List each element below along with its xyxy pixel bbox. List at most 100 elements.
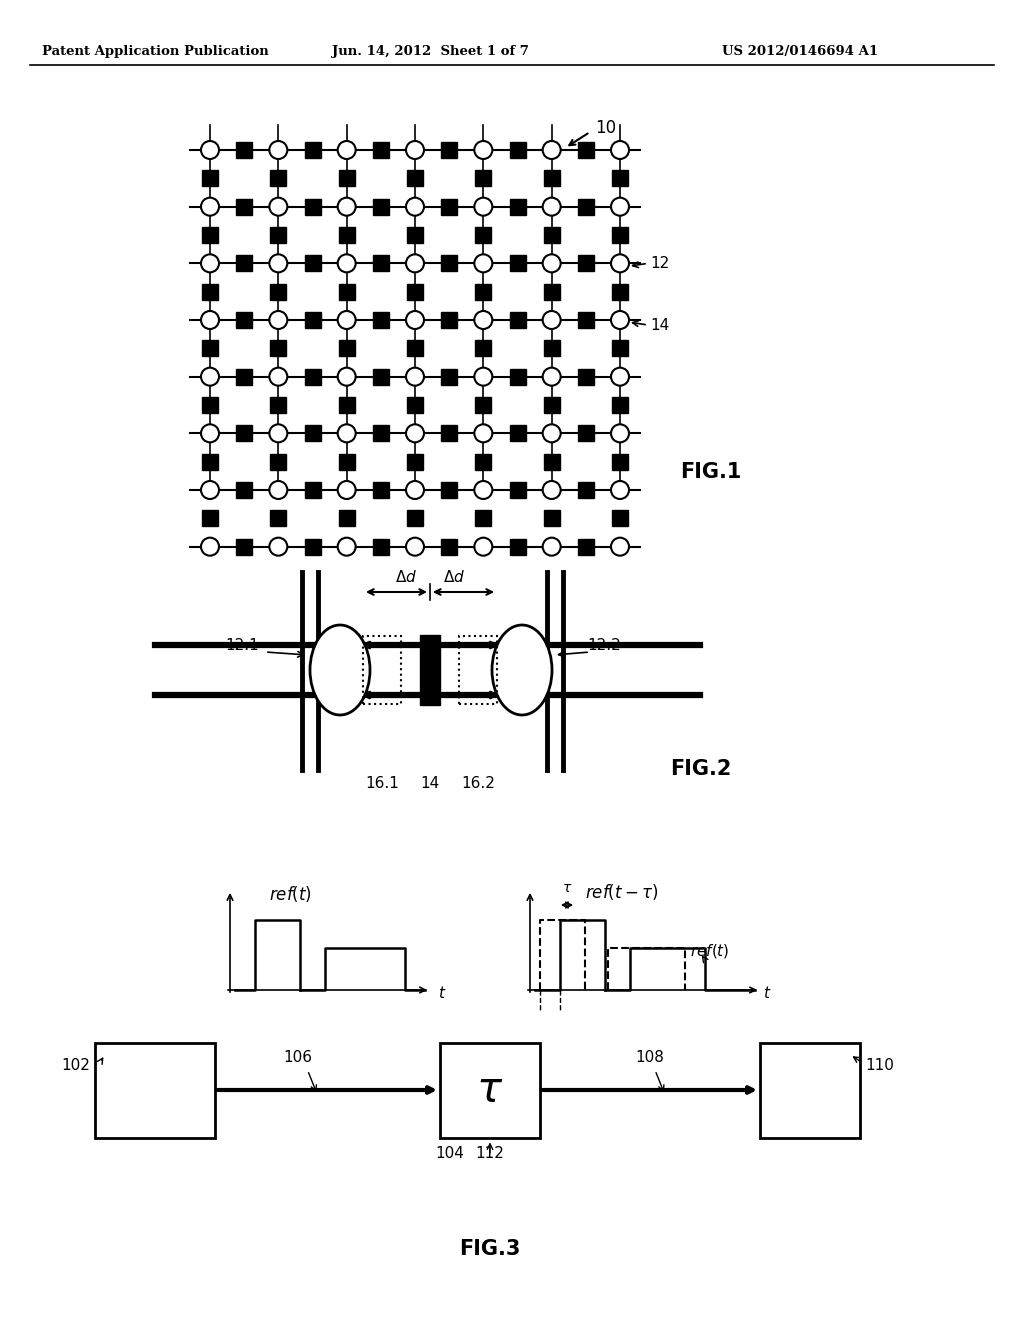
Bar bbox=[202, 170, 218, 186]
Ellipse shape bbox=[310, 624, 370, 715]
Bar bbox=[578, 368, 594, 384]
Bar bbox=[339, 511, 354, 527]
Circle shape bbox=[338, 480, 355, 499]
Text: $t$: $t$ bbox=[763, 985, 771, 1001]
Circle shape bbox=[338, 312, 355, 329]
Bar bbox=[578, 143, 594, 158]
Circle shape bbox=[269, 141, 288, 158]
Bar bbox=[441, 368, 457, 384]
Bar bbox=[544, 170, 560, 186]
Text: 106: 106 bbox=[283, 1049, 312, 1065]
Bar bbox=[612, 511, 628, 527]
Text: 16.1: 16.1 bbox=[366, 776, 399, 791]
Circle shape bbox=[269, 312, 288, 329]
Circle shape bbox=[338, 255, 355, 272]
Circle shape bbox=[611, 424, 629, 442]
Text: FIG.1: FIG.1 bbox=[680, 462, 741, 482]
Circle shape bbox=[406, 255, 424, 272]
Bar bbox=[270, 397, 287, 413]
Bar bbox=[544, 454, 560, 470]
Circle shape bbox=[474, 480, 493, 499]
Circle shape bbox=[269, 480, 288, 499]
Bar bbox=[578, 312, 594, 327]
Bar bbox=[362, 636, 401, 704]
Circle shape bbox=[201, 141, 219, 158]
Bar bbox=[440, 1043, 540, 1138]
Circle shape bbox=[543, 312, 561, 329]
Circle shape bbox=[474, 198, 493, 215]
Circle shape bbox=[201, 368, 219, 385]
Circle shape bbox=[406, 537, 424, 556]
Bar bbox=[304, 539, 321, 554]
Ellipse shape bbox=[492, 624, 552, 715]
Bar bbox=[202, 227, 218, 243]
Bar bbox=[407, 511, 423, 527]
Text: 102: 102 bbox=[61, 1057, 90, 1072]
Text: $\Delta d$: $\Delta d$ bbox=[395, 569, 417, 585]
Bar bbox=[420, 635, 440, 705]
Circle shape bbox=[406, 141, 424, 158]
Circle shape bbox=[201, 255, 219, 272]
Bar bbox=[237, 199, 252, 215]
Bar bbox=[578, 199, 594, 215]
Circle shape bbox=[406, 480, 424, 499]
Text: 14: 14 bbox=[421, 776, 439, 791]
Text: 10: 10 bbox=[595, 119, 616, 137]
Circle shape bbox=[611, 312, 629, 329]
Bar bbox=[373, 312, 389, 327]
Bar bbox=[339, 227, 354, 243]
Bar bbox=[237, 539, 252, 554]
Circle shape bbox=[269, 424, 288, 442]
Bar bbox=[475, 227, 492, 243]
Bar bbox=[237, 143, 252, 158]
Bar bbox=[441, 482, 457, 498]
Bar bbox=[510, 255, 525, 272]
Circle shape bbox=[474, 255, 493, 272]
Text: FIG.2: FIG.2 bbox=[670, 759, 731, 779]
Bar bbox=[270, 341, 287, 356]
Bar bbox=[270, 454, 287, 470]
Bar bbox=[202, 284, 218, 300]
Bar bbox=[612, 284, 628, 300]
Bar bbox=[475, 170, 492, 186]
Circle shape bbox=[406, 424, 424, 442]
Bar bbox=[612, 397, 628, 413]
Bar bbox=[373, 143, 389, 158]
Circle shape bbox=[611, 480, 629, 499]
Circle shape bbox=[201, 312, 219, 329]
Circle shape bbox=[474, 424, 493, 442]
Circle shape bbox=[474, 368, 493, 385]
Bar bbox=[304, 143, 321, 158]
Bar bbox=[578, 482, 594, 498]
Circle shape bbox=[201, 480, 219, 499]
Bar bbox=[304, 255, 321, 272]
Text: $ref(t)$: $ref(t)$ bbox=[690, 941, 729, 960]
Bar bbox=[202, 341, 218, 356]
Bar bbox=[270, 227, 287, 243]
Circle shape bbox=[611, 198, 629, 215]
Bar bbox=[304, 482, 321, 498]
Bar bbox=[237, 368, 252, 384]
Circle shape bbox=[338, 424, 355, 442]
Circle shape bbox=[406, 198, 424, 215]
Bar bbox=[95, 1043, 215, 1138]
Bar bbox=[578, 425, 594, 441]
Bar bbox=[612, 341, 628, 356]
Bar bbox=[373, 255, 389, 272]
Bar bbox=[202, 511, 218, 527]
Circle shape bbox=[543, 480, 561, 499]
Text: Jun. 14, 2012  Sheet 1 of 7: Jun. 14, 2012 Sheet 1 of 7 bbox=[332, 45, 528, 58]
Bar bbox=[304, 199, 321, 215]
Bar bbox=[510, 199, 525, 215]
Bar bbox=[441, 539, 457, 554]
Circle shape bbox=[201, 537, 219, 556]
Bar bbox=[339, 397, 354, 413]
Bar bbox=[270, 170, 287, 186]
Bar bbox=[475, 454, 492, 470]
Text: 104: 104 bbox=[435, 1146, 465, 1160]
Circle shape bbox=[269, 537, 288, 556]
Bar bbox=[510, 482, 525, 498]
Circle shape bbox=[543, 141, 561, 158]
Bar bbox=[407, 284, 423, 300]
Bar bbox=[407, 454, 423, 470]
